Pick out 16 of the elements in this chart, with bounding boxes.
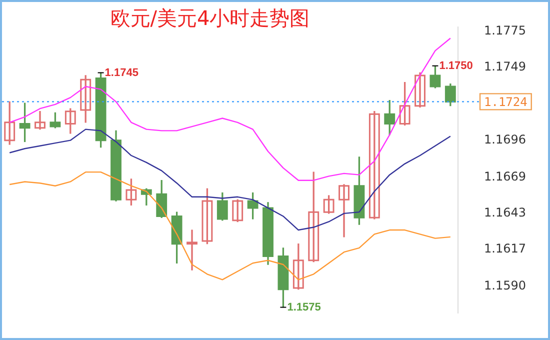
candlestick — [338, 184, 350, 238]
annotation: 1.1575 — [287, 301, 321, 314]
y-tick-label: 1.1590 — [484, 278, 526, 293]
ref-line-label: 1.1724 — [484, 94, 528, 109]
y-tick-label: 1.1749 — [484, 59, 526, 74]
y-tick-label: 1.1696 — [484, 132, 526, 146]
y-tick-label: 1.1669 — [484, 170, 526, 184]
candlestick — [186, 230, 198, 270]
y-tick-label: 1.1617 — [484, 241, 526, 256]
candlestick — [34, 111, 46, 130]
y-tick-label: 1.1643 — [484, 206, 526, 220]
annotation: 1.1745 — [104, 66, 138, 79]
annotation: 1.1750 — [439, 60, 473, 72]
chart-title: 欧元/美元4小时走势图 — [110, 6, 310, 30]
y-tick-label: 1.1775 — [484, 23, 526, 38]
candlestick — [414, 72, 426, 108]
